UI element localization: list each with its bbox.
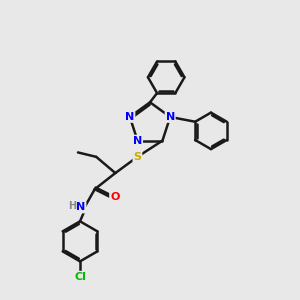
Text: N: N	[76, 202, 86, 212]
Text: H: H	[68, 201, 76, 211]
Text: N: N	[133, 136, 142, 146]
Text: N: N	[125, 112, 134, 122]
Text: O: O	[110, 192, 119, 202]
Text: S: S	[134, 152, 141, 162]
Text: Cl: Cl	[74, 272, 86, 282]
Text: N: N	[166, 112, 175, 122]
